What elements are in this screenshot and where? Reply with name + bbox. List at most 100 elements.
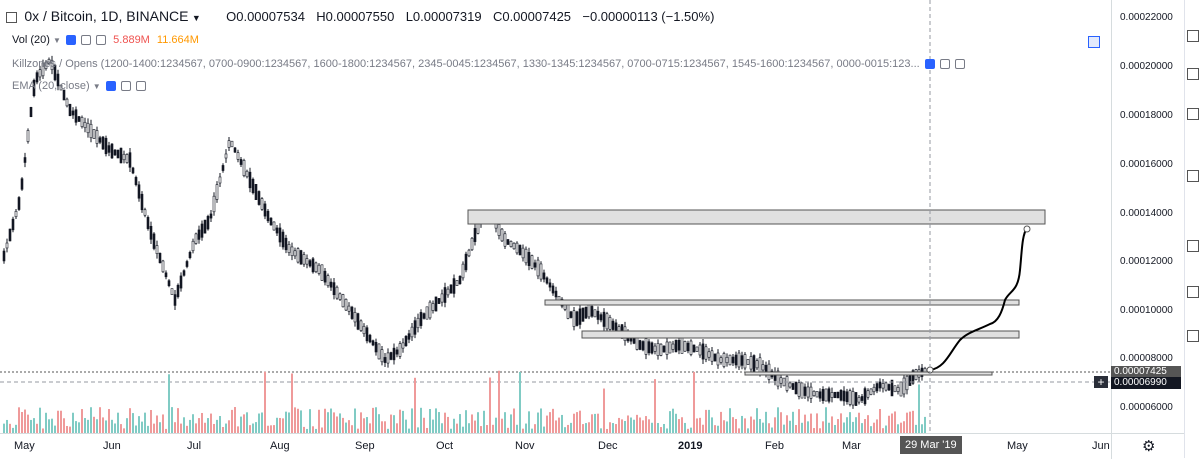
chart-area[interactable]: 0x / Bitcoin, 1D, BINANCE ▼ O0.00007534 …: [0, 0, 1111, 433]
volume-bar: [681, 417, 683, 433]
projection-end-handle[interactable]: [1023, 225, 1031, 233]
volume-bar: [291, 373, 293, 433]
candle-body: [674, 339, 678, 353]
chevron-down-icon[interactable]: ▼: [52, 36, 61, 45]
settings-icon[interactable]: [939, 59, 950, 70]
toolbar-icon-4[interactable]: [1187, 170, 1199, 182]
volume-bar: [723, 420, 725, 433]
settings-corner[interactable]: ⚙: [1111, 433, 1185, 459]
ema-label[interactable]: EMA (20, close): [12, 80, 90, 92]
candlestick-series: [2, 55, 927, 409]
price-tick-label: 0.00022000: [1120, 12, 1173, 23]
volume-bar: [897, 424, 899, 433]
collapse-icon[interactable]: [6, 12, 17, 24]
candle-body: [854, 392, 858, 406]
candle-body: [149, 225, 153, 240]
price-scale[interactable]: 0.00022000 0.00020000 0.00018000 0.00016000…: [1111, 0, 1185, 433]
candle-body: [152, 233, 156, 249]
gear-icon[interactable]: ⚙: [1142, 438, 1156, 455]
scale-toggle-icon[interactable]: [1088, 36, 1100, 48]
volume-bar: [240, 416, 242, 433]
volume-bar: [96, 419, 98, 433]
price-tick-label: 0.00018000: [1120, 110, 1173, 121]
toolbar-icon-2[interactable]: [1187, 68, 1199, 80]
candle-body: [716, 352, 720, 366]
time-label-aug: Aug: [270, 440, 290, 452]
volume-bar: [309, 409, 311, 433]
price-chart[interactable]: [0, 0, 1111, 433]
volume-bar: [132, 413, 134, 433]
eye-icon[interactable]: [105, 81, 116, 92]
candle-body: [116, 149, 120, 159]
candle-body: [542, 272, 546, 280]
close-icon[interactable]: [135, 81, 146, 92]
close-icon[interactable]: [954, 59, 965, 70]
time-axis[interactable]: May Jun Jul Aug Sep Oct Nov Dec 2019 Feb…: [0, 433, 1111, 459]
right-toolbar[interactable]: [1184, 0, 1200, 458]
plus-icon[interactable]: +: [1094, 376, 1108, 388]
resistance-zone-mid[interactable]: [544, 299, 1020, 306]
volume-bar: [621, 419, 623, 433]
time-label-may: May: [14, 440, 35, 452]
symbol-legend[interactable]: 0x / Bitcoin, 1D, BINANCE ▼ O0.00007534 …: [6, 8, 714, 24]
symbol-title[interactable]: 0x / Bitcoin, 1D, BINANCE: [24, 8, 189, 24]
volume-bar: [120, 424, 122, 433]
toolbar-icon-7[interactable]: [1187, 330, 1199, 342]
candle-body: [686, 342, 690, 352]
candle-body: [791, 383, 795, 390]
projection-path[interactable]: [929, 227, 1028, 371]
settings-icon[interactable]: [81, 35, 92, 46]
settings-icon[interactable]: [120, 81, 131, 92]
resistance-zone-top[interactable]: [467, 209, 1046, 225]
candle-body: [395, 349, 399, 355]
volume-bar: [885, 425, 887, 433]
candle-body: [650, 342, 654, 354]
toolbar-icon-1[interactable]: [1187, 30, 1199, 42]
candle-body: [884, 382, 888, 391]
toolbar-icon-3[interactable]: [1187, 108, 1199, 120]
volume-bar: [384, 421, 386, 433]
chevron-down-icon[interactable]: ▼: [191, 13, 201, 23]
eye-icon[interactable]: [924, 59, 935, 70]
candle-body: [605, 313, 609, 330]
candle-body: [845, 391, 849, 403]
toolbar-icon-6[interactable]: [1187, 286, 1199, 298]
candle-body: [287, 244, 291, 253]
candle-body: [881, 383, 885, 389]
candle-body: [527, 252, 531, 266]
resistance-zone-low[interactable]: [581, 330, 1020, 339]
candle-body: [269, 217, 273, 226]
candle-body: [806, 386, 810, 398]
chevron-down-icon[interactable]: ▼: [92, 82, 101, 91]
volume-bar: [42, 428, 44, 433]
volume-bar: [717, 425, 719, 433]
candle-body: [44, 61, 48, 69]
killzones-legend[interactable]: Killzones / Opens (1200-1400:1234567, 07…: [12, 58, 965, 70]
time-label-nov: Nov: [515, 440, 535, 452]
eye-icon[interactable]: [65, 35, 76, 46]
candle-body: [746, 359, 750, 365]
cursor-date-badge: 29 Mar '19: [900, 436, 962, 454]
volume-bar: [636, 414, 638, 433]
volume-bar: [543, 426, 545, 433]
price-tick-label: 0.00008000: [1120, 353, 1173, 364]
time-label-2019: 2019: [678, 440, 703, 452]
volume-bar: [624, 420, 626, 433]
candle-body: [683, 341, 687, 352]
candle-body: [713, 353, 717, 362]
volume-bar: [357, 428, 359, 433]
time-label-oct: Oct: [436, 440, 454, 452]
volume-bar: [849, 412, 851, 433]
volume-bar: [168, 374, 170, 433]
volume-bar: [612, 423, 614, 433]
toolbar-icon-5[interactable]: [1187, 240, 1199, 252]
volume-bar: [192, 414, 194, 433]
candle-body: [905, 375, 909, 391]
volume-bar: [363, 418, 365, 433]
ema-legend[interactable]: EMA (20, close) ▼: [12, 80, 146, 92]
volume-legend[interactable]: Vol (20) ▼ 5.889M 11.664M: [12, 34, 199, 46]
volume-label[interactable]: Vol (20): [12, 34, 50, 46]
volume-bar: [189, 419, 191, 433]
close-icon[interactable]: [96, 35, 107, 46]
killzones-label[interactable]: Killzones / Opens (1200-1400:1234567, 07…: [12, 58, 920, 70]
